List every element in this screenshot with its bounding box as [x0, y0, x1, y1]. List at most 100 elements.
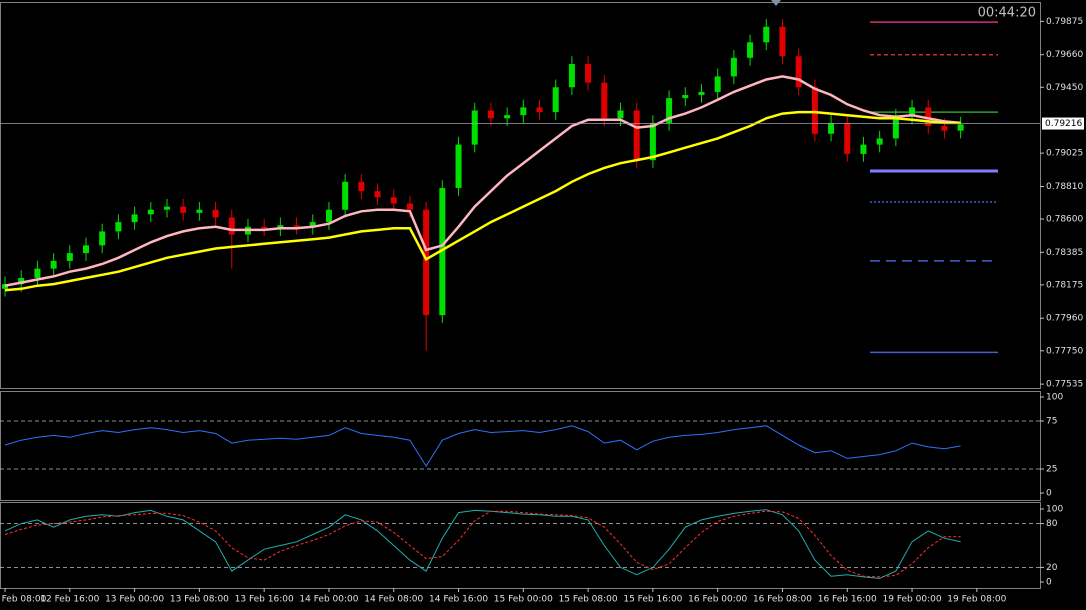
candle-body: [892, 116, 899, 139]
candle-body: [50, 260, 57, 269]
rsi-panel-frame: [0, 391, 1041, 501]
candle-body: [941, 126, 948, 131]
candle-body: [520, 107, 527, 116]
y-tick-label: 0: [1046, 578, 1052, 588]
y-tick-label: 0.77535: [1046, 380, 1083, 390]
candle-body: [747, 42, 754, 58]
y-tick-label: 0.78600: [1046, 215, 1083, 225]
x-tick-label: 15 Feb 08:00: [559, 595, 618, 605]
y-tick-label: 100: [1046, 504, 1063, 514]
candle-body: [633, 110, 640, 161]
x-tick-label: 13 Feb 00:00: [105, 595, 164, 605]
y-tick-label: 0.79025: [1046, 149, 1083, 159]
candle-body: [423, 209, 430, 316]
x-tick-label: 19 Feb 00:00: [883, 595, 942, 605]
candle-body: [698, 91, 705, 96]
x-tick-label: 19 Feb 08:00: [947, 595, 1006, 605]
indicator-line: [4, 75, 961, 287]
indicator-line: [4, 110, 961, 292]
candle-body: [455, 144, 462, 189]
indicator-line: [4, 425, 961, 468]
candle-body: [536, 107, 543, 113]
x-tick-label: 15 Feb 00:00: [494, 595, 553, 605]
stochastic-panel-frame: [0, 502, 1041, 589]
main-panel-frame: [0, 2, 1041, 389]
y-tick-label: 0.78810: [1046, 182, 1083, 192]
y-tick-label: 0.79875: [1046, 17, 1083, 27]
candle-body: [795, 56, 802, 88]
y-tick-label: 0.79660: [1046, 50, 1083, 60]
candle-body: [374, 191, 381, 198]
candle-body: [163, 206, 170, 210]
y-tick-label: 0.78385: [1046, 248, 1083, 258]
candle-body: [439, 188, 446, 316]
candle-body: [844, 122, 851, 154]
candle-body: [714, 76, 721, 92]
candle-body: [504, 115, 511, 119]
shift-marker: [771, 0, 781, 6]
x-tick-label: 12 Feb 16:00: [40, 595, 99, 605]
y-tick-label: 0.79450: [1046, 83, 1083, 93]
candle-body: [585, 64, 592, 83]
candle-body: [309, 222, 316, 227]
candle-body: [487, 110, 494, 119]
candle-body: [730, 57, 737, 77]
y-tick-label: 0: [1046, 488, 1052, 498]
y-tick-label: 100: [1046, 392, 1063, 402]
y-tick-label: 80: [1046, 519, 1058, 529]
candle-body: [18, 277, 25, 285]
candle-body: [876, 138, 883, 145]
timer: 00:44:20: [978, 6, 1036, 21]
candle-body: [261, 226, 268, 229]
x-tick-label: 13 Feb 08:00: [170, 595, 229, 605]
candle-body: [358, 181, 365, 192]
candle-body: [293, 225, 300, 227]
x-tick-label: Feb 08:00: [2, 595, 47, 605]
candle-body: [342, 181, 349, 210]
candle-body: [763, 26, 770, 43]
candle-body: [66, 253, 73, 261]
candle-body: [228, 217, 235, 235]
candle-body: [131, 214, 138, 223]
x-tick-label: 16 Feb 08:00: [753, 595, 812, 605]
x-tick-label: 16 Feb 00:00: [688, 595, 747, 605]
candle-body: [471, 110, 478, 145]
candle-body: [83, 245, 90, 254]
candle-body: [682, 95, 689, 99]
candle-body: [196, 209, 203, 213]
y-tick-label: 0.77960: [1046, 314, 1083, 324]
x-tick-label: 14 Feb 08:00: [364, 595, 423, 605]
candle-body: [666, 98, 673, 123]
candle-body: [957, 124, 964, 131]
candle-body: [601, 82, 608, 119]
candle-body: [147, 209, 154, 215]
candle-body: [828, 122, 835, 134]
y-tick-label: 0.78175: [1046, 280, 1083, 290]
y-tick-label: 25: [1046, 464, 1057, 474]
indicator-line: [4, 509, 961, 579]
candle-body: [115, 222, 122, 232]
candle-body: [2, 284, 9, 289]
candle-body: [649, 122, 656, 161]
y-tick-label: 0.77750: [1046, 346, 1083, 356]
candle-body: [390, 197, 397, 204]
candle-body: [180, 206, 187, 213]
candle-body: [212, 209, 219, 218]
x-tick-label: 16 Feb 16:00: [818, 595, 877, 605]
x-tick-label: 14 Feb 00:00: [299, 595, 358, 605]
candle-body: [99, 231, 106, 246]
x-tick-label: 13 Feb 16:00: [235, 595, 294, 605]
candle-body: [552, 87, 559, 113]
candle-body: [617, 110, 624, 119]
y-tick-label: 75: [1046, 416, 1057, 426]
candle-body: [811, 87, 818, 134]
candle-body: [925, 107, 932, 127]
candle-body: [34, 268, 41, 278]
candle-body: [568, 64, 575, 88]
candle-body: [860, 144, 867, 154]
candle-body: [277, 225, 284, 229]
x-tick-label: 14 Feb 16:00: [429, 595, 488, 605]
y-tick-label: 20: [1046, 563, 1058, 573]
x-tick-label: 15 Feb 16:00: [623, 595, 682, 605]
current-price-label: 0.79216: [1045, 119, 1082, 129]
